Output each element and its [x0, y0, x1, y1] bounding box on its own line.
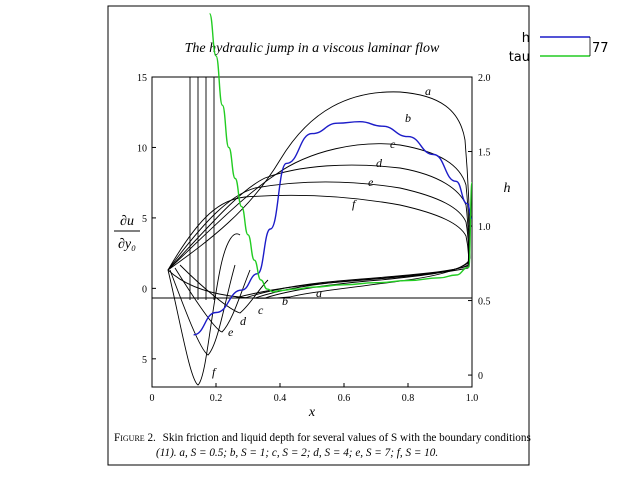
- curve-a-depth: [167, 91, 471, 299]
- legend: h tau 77: [509, 31, 609, 65]
- x-tick-label: 0.4: [274, 393, 287, 404]
- curve-label-d: d: [376, 156, 383, 170]
- friction-label-d: d: [240, 314, 247, 328]
- friction-label-e: e: [228, 325, 234, 339]
- curve-f-friction: [167, 233, 241, 386]
- y-left-label-denominator: ∂y₀: [118, 237, 136, 252]
- caption-text-1: Skin friction and liquid depth for sever…: [163, 432, 531, 444]
- y-right-tick-label: 1.0: [478, 222, 491, 233]
- curve-e-friction: [169, 264, 236, 356]
- vertical-spikes: [189, 77, 215, 300]
- y-left-tick-label: 5: [142, 355, 147, 366]
- y-left-tick-label: 10: [137, 143, 147, 154]
- curve-d-friction: [174, 267, 251, 333]
- plot-area: [151, 76, 473, 388]
- y-right-tick-label: 0.5: [478, 297, 491, 308]
- legend-label-h: h: [522, 31, 530, 46]
- curve-label-e: e: [368, 175, 374, 189]
- curve-label-f: f: [352, 197, 357, 211]
- friction-label-c: c: [258, 303, 264, 317]
- figure-caption-line2: (11). a, S = 0.5; b, S = 1; c, S = 2; d,…: [156, 447, 438, 459]
- friction-label-b: b: [282, 294, 288, 308]
- series-line-h: [193, 120, 473, 336]
- legend-label-tau: tau: [509, 50, 530, 65]
- y-left-tick-label: 15: [137, 73, 147, 84]
- y-right-tick-label: 0: [478, 371, 483, 382]
- figure-caption-line1: Figure 2. Skin friction and liquid depth…: [114, 432, 531, 444]
- curve-c-depth: [167, 143, 470, 299]
- y-left-label-numerator: ∂u: [120, 214, 134, 229]
- curve-f-depth: [167, 194, 470, 299]
- y-right-tick-label: 1.5: [478, 148, 491, 159]
- y-left-tick-label: 5: [142, 214, 147, 225]
- legend-value: 77: [592, 41, 609, 56]
- friction-label-f: f: [212, 365, 217, 379]
- curve-d-depth: [167, 164, 470, 299]
- chart-title: The hydraulic jump in a viscous laminar …: [185, 41, 440, 56]
- x-tick-label: 1.0: [466, 393, 479, 404]
- curve-label-a: a: [425, 84, 431, 98]
- y-right-tick-label: 2.0: [478, 73, 491, 84]
- friction-label-a: a: [316, 286, 322, 300]
- figure-border: [107, 5, 530, 466]
- x-tick-label: 0.2: [210, 393, 223, 404]
- x-axis-label: x: [308, 405, 316, 420]
- x-tick-label: 0: [150, 393, 155, 404]
- curve-e-depth: [167, 181, 470, 299]
- series-line-tau: [208, 12, 473, 293]
- y-left-tick-label: 0: [142, 284, 147, 295]
- curve-label-b: b: [405, 111, 411, 125]
- x-tick-label: 0.8: [402, 393, 415, 404]
- series-layer: [193, 12, 473, 336]
- curve-labels: a b c d e f a b c d e f: [212, 84, 431, 379]
- y-right-label: h: [504, 181, 511, 196]
- right-y-axis: 2.0 1.5 1.0 0.5 0: [468, 73, 491, 382]
- curve-label-c: c: [390, 137, 396, 151]
- scanned-curves: [167, 77, 471, 386]
- curve-c-friction: [179, 264, 269, 314]
- x-tick-label: 0.6: [338, 393, 351, 404]
- caption-lead: Figure 2.: [114, 432, 156, 444]
- left-y-axis: 15 10 5 0 5: [137, 73, 156, 366]
- x-axis: 0 0.2 0.4 0.6 0.8 1.0: [150, 383, 479, 404]
